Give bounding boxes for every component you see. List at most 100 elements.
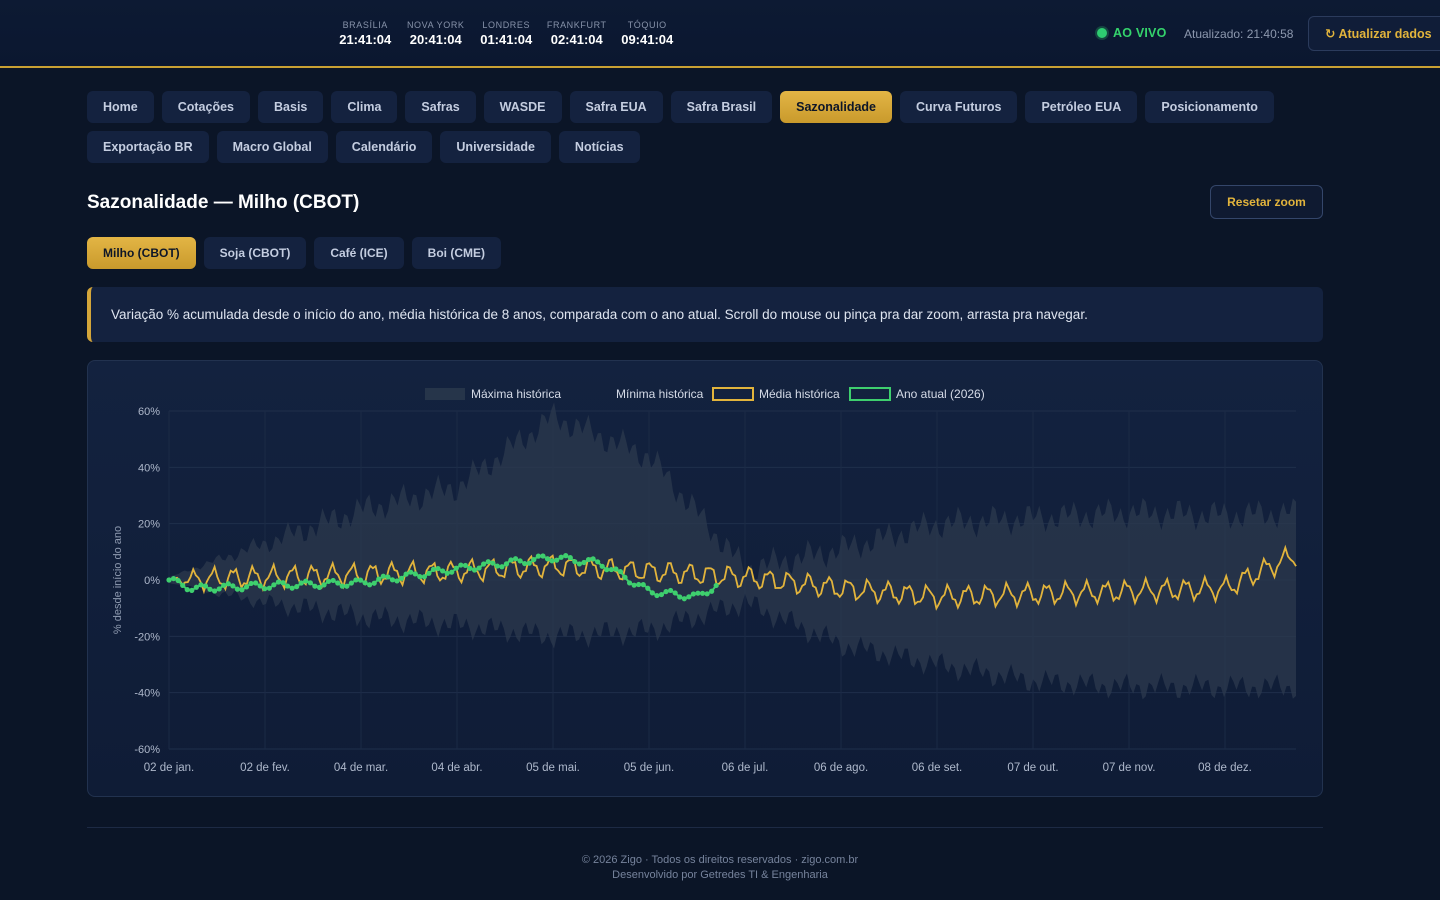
ano-atual-point bbox=[367, 582, 373, 588]
ano-atual-point bbox=[453, 565, 459, 571]
historical-range-band bbox=[169, 402, 1296, 700]
nav-wasde[interactable]: WASDE bbox=[483, 91, 562, 123]
ano-atual-point bbox=[234, 586, 240, 592]
nav-curva-futuros[interactable]: Curva Futuros bbox=[900, 91, 1018, 123]
ano-atual-point bbox=[266, 585, 272, 591]
nav-home[interactable]: Home bbox=[87, 91, 154, 123]
ano-atual-point bbox=[212, 588, 218, 594]
ano-atual-point bbox=[658, 591, 665, 598]
clock-time: 02:41:04 bbox=[550, 32, 603, 47]
ano-atual-point bbox=[307, 580, 313, 586]
x-tick-label: 05 de jun. bbox=[624, 762, 675, 774]
ano-atual-point bbox=[622, 574, 628, 580]
ano-atual-point bbox=[316, 584, 323, 590]
reset-zoom-button[interactable]: Resetar zoom bbox=[1210, 185, 1323, 219]
ano-atual-point bbox=[403, 571, 409, 577]
x-tick-label: 06 de jul. bbox=[722, 762, 769, 774]
nav-safras[interactable]: Safras bbox=[405, 91, 476, 123]
ano-atual-point bbox=[654, 592, 660, 599]
nav-cotacoes[interactable]: Cotações bbox=[161, 91, 251, 123]
ano-atual-point bbox=[681, 596, 687, 602]
ano-atual-point bbox=[243, 584, 250, 590]
tab-boi[interactable]: Boi (CME) bbox=[411, 237, 501, 269]
ano-atual-point bbox=[444, 570, 450, 576]
ano-atual-point bbox=[275, 579, 282, 585]
ano-atual-point bbox=[207, 586, 213, 592]
tab-milho[interactable]: Milho (CBOT) bbox=[87, 237, 196, 269]
ano-atual-point bbox=[522, 560, 528, 567]
ano-atual-point bbox=[421, 574, 427, 580]
ano-atual-point bbox=[485, 559, 491, 565]
ano-atual-point bbox=[193, 584, 199, 590]
tab-cafe[interactable]: Café (ICE) bbox=[314, 237, 404, 269]
media-historica-line bbox=[168, 544, 1297, 611]
top-bar: BRASÍLIA 21:41:04 NOVA YORK 20:41:04 LON… bbox=[0, 0, 1440, 68]
nav-safra-brasil[interactable]: Safra Brasil bbox=[670, 91, 773, 123]
nav-noticias[interactable]: Notícias bbox=[558, 131, 640, 163]
footer-divider bbox=[87, 827, 1323, 828]
nav-sazonalidade[interactable]: Sazonalidade bbox=[780, 91, 893, 123]
nav-posicionamento[interactable]: Posicionamento bbox=[1145, 91, 1274, 123]
ano-atual-point bbox=[626, 580, 633, 586]
info-callout: Variação % acumulada desde o início do a… bbox=[87, 287, 1323, 342]
ano-atual-point bbox=[189, 587, 195, 594]
clock-londres: LONDRES 01:41:04 bbox=[471, 19, 542, 48]
ano-atual-point bbox=[253, 580, 259, 586]
x-tick-label: 02 de fev. bbox=[240, 762, 290, 774]
ano-atual-point bbox=[645, 585, 651, 591]
nav-universidade[interactable]: Universidade bbox=[440, 131, 551, 163]
ano-atual-point bbox=[248, 580, 254, 587]
ano-atual-point bbox=[440, 568, 446, 574]
ano-atual-point bbox=[499, 564, 505, 570]
ano-atual-point bbox=[581, 559, 587, 566]
clock-toquio: TÓQUIO 09:41:04 bbox=[612, 19, 683, 48]
tab-soja[interactable]: Soja (CBOT) bbox=[203, 237, 307, 269]
clock-time: 01:41:04 bbox=[480, 32, 533, 47]
ano-atual-point bbox=[312, 583, 318, 589]
refresh-data-button[interactable]: ↻ Atualizar dados bbox=[1308, 16, 1440, 51]
ano-atual-point bbox=[599, 563, 605, 569]
ano-atual-point bbox=[709, 588, 715, 594]
x-tick-label: 06 de ago. bbox=[814, 762, 868, 774]
nav-exportacao-br[interactable]: Exportação BR bbox=[87, 131, 209, 163]
ano-atual-point bbox=[699, 590, 706, 596]
x-tick-label: 06 de set. bbox=[912, 762, 963, 774]
ano-atual-point bbox=[512, 556, 519, 562]
clock-brasilia: BRASÍLIA 21:41:04 bbox=[330, 19, 401, 48]
nav-petroleo-eua[interactable]: Petróleo EUA bbox=[1025, 91, 1138, 123]
ano-atual-point bbox=[376, 576, 382, 582]
ano-atual-point bbox=[613, 566, 619, 572]
ano-atual-point bbox=[549, 558, 555, 564]
x-tick-label: 07 de nov. bbox=[1103, 762, 1156, 774]
seasonality-chart-card[interactable]: 60% 40% 20% 0% -20% -40% -60% 02 de jan. 02 de f… bbox=[87, 360, 1323, 797]
commodity-tabs: Milho (CBOT) Soja (CBOT) Café (ICE) Boi … bbox=[87, 237, 501, 269]
clock-time: 20:41:04 bbox=[409, 32, 462, 47]
seasonality-chart[interactable]: 60% 40% 20% 0% -20% -40% -60% 02 de jan. 02 de f… bbox=[88, 361, 1324, 798]
ano-atual-point bbox=[408, 569, 414, 575]
ano-atual-point bbox=[558, 554, 564, 560]
clock-frankfurt: FRANKFURT 02:41:04 bbox=[542, 19, 613, 48]
ano-atual-point bbox=[458, 562, 464, 568]
main-nav: Home Cotações Basis Clima Safras WASDE S… bbox=[87, 91, 1347, 171]
ano-atual-point bbox=[225, 581, 231, 587]
ano-atual-point bbox=[595, 559, 601, 565]
nav-clima[interactable]: Clima bbox=[331, 91, 398, 123]
ano-atual-point bbox=[344, 583, 350, 589]
ano-atual-point bbox=[572, 559, 578, 565]
ano-atual-point bbox=[216, 586, 222, 592]
ano-atual-point bbox=[257, 583, 263, 589]
ano-atual-point bbox=[166, 577, 172, 583]
ano-atual-point bbox=[490, 560, 496, 566]
nav-macro-global[interactable]: Macro Global bbox=[216, 131, 328, 163]
ano-atual-point bbox=[362, 580, 368, 586]
nav-basis[interactable]: Basis bbox=[258, 91, 324, 123]
nav-safra-eua[interactable]: Safra EUA bbox=[569, 91, 663, 123]
footer-copyright: © 2026 Zigo · Todos os direitos reservad… bbox=[581, 854, 859, 866]
ano-atual-point bbox=[180, 582, 186, 588]
y-tick-label: 20% bbox=[138, 519, 160, 531]
nav-calendario[interactable]: Calendário bbox=[335, 131, 433, 163]
clock-city: TÓQUIO bbox=[627, 20, 667, 30]
clock-nova-york: NOVA YORK 20:41:04 bbox=[401, 19, 472, 48]
ano-atual-point bbox=[517, 558, 523, 564]
legend-media-swatch bbox=[712, 387, 754, 401]
